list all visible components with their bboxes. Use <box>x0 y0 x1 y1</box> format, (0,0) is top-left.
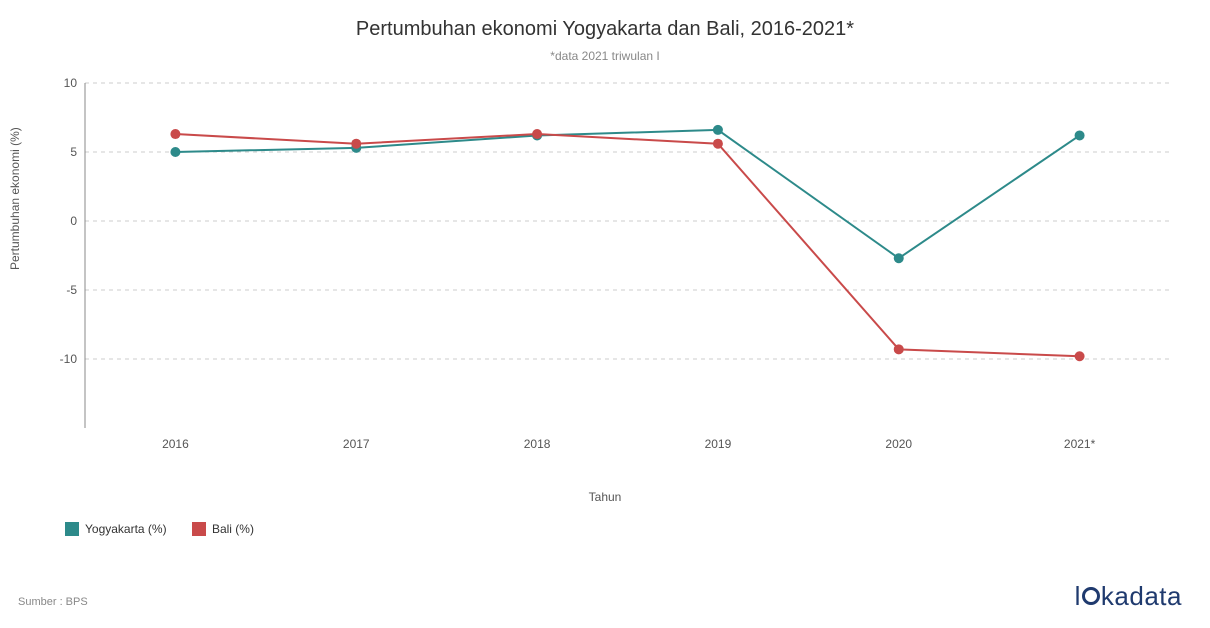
legend-item-bali: Bali (%) <box>192 522 254 536</box>
svg-text:-10: -10 <box>60 352 78 366</box>
svg-text:2018: 2018 <box>524 437 551 451</box>
legend: Yogyakarta (%) Bali (%) <box>65 522 276 539</box>
plot-area: -10 -5 0 5 10 2016 2017 2018 2019 2020 2021* <box>55 78 1180 458</box>
legend-swatch <box>65 522 79 536</box>
chart-title: Pertumbuhan ekonomi Yogyakarta dan Bali,… <box>0 0 1210 41</box>
chart-container: Pertumbuhan ekonomi Yogyakarta dan Bali,… <box>0 0 1210 628</box>
chart-subtitle: *data 2021 triwulan I <box>0 49 1210 63</box>
legend-item-yogyakarta: Yogyakarta (%) <box>65 522 167 536</box>
chart-svg: -10 -5 0 5 10 2016 2017 2018 2019 2020 2021* <box>55 78 1180 458</box>
brand-o-icon <box>1082 587 1100 605</box>
x-axis-label: Tahun <box>0 490 1210 504</box>
svg-text:2019: 2019 <box>705 437 732 451</box>
legend-label: Bali (%) <box>212 522 254 536</box>
svg-text:-5: -5 <box>66 283 77 297</box>
y-axis-label: Pertumbuhan ekonomi (%) <box>8 127 22 270</box>
svg-text:2017: 2017 <box>343 437 370 451</box>
svg-text:2021*: 2021* <box>1064 437 1096 451</box>
svg-text:2016: 2016 <box>162 437 189 451</box>
source-text: Sumber : BPS <box>18 596 88 608</box>
legend-swatch <box>192 522 206 536</box>
brand-logo: lkadata <box>1075 581 1182 612</box>
svg-text:2020: 2020 <box>885 437 912 451</box>
legend-label: Yogyakarta (%) <box>85 522 167 536</box>
svg-text:10: 10 <box>64 78 78 90</box>
svg-text:5: 5 <box>70 145 77 159</box>
svg-text:0: 0 <box>70 214 77 228</box>
